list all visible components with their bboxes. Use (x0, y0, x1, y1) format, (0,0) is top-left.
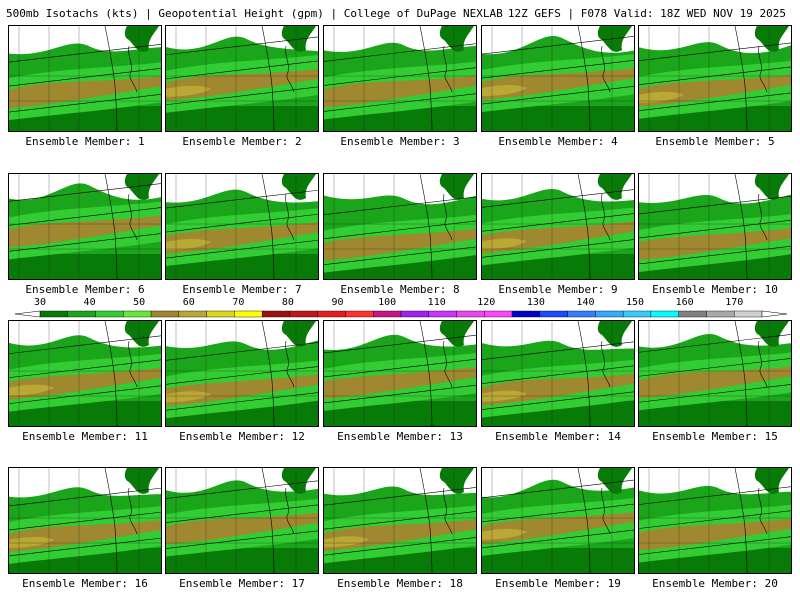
legend-tick-label: 110 (427, 297, 446, 308)
legend-tick-label: 50 (133, 297, 146, 308)
legend-swatch (567, 310, 596, 318)
ensemble-map-panel (165, 320, 319, 427)
ensemble-map-panel (8, 173, 162, 280)
member-caption: Ensemble Member: 2 (182, 135, 302, 148)
legend-swatch (734, 310, 763, 318)
legend-tick-label: 130 (526, 297, 545, 308)
member-caption: Ensemble Member: 1 (25, 135, 145, 148)
ensemble-map-panel (8, 320, 162, 427)
legend-swatch (206, 310, 235, 318)
legend-swatch (511, 310, 541, 318)
ensemble-map-panel (481, 173, 635, 280)
legend-swatch (539, 310, 568, 318)
member-caption: Ensemble Member: 8 (340, 283, 460, 296)
member-caption: Ensemble Member: 15 (652, 430, 778, 443)
legend-swatch (622, 310, 652, 318)
ensemble-map-panel (165, 467, 319, 574)
color-legend (14, 310, 788, 318)
ensemble-map-panel (323, 320, 477, 427)
member-caption: Ensemble Member: 5 (655, 135, 775, 148)
member-caption: Ensemble Member: 19 (495, 577, 621, 590)
ensemble-map-panel (323, 173, 477, 280)
legend-swatch (234, 310, 263, 318)
legend-swatch (706, 310, 735, 318)
legend-swatch (95, 310, 124, 318)
legend-swatch (345, 310, 374, 318)
legend-tick-label: 140 (576, 297, 595, 308)
legend-tick-label: 60 (182, 297, 195, 308)
legend-swatch (289, 310, 318, 318)
member-caption: Ensemble Member: 16 (22, 577, 148, 590)
title-right: 12Z GEFS | F078 Valid: 18Z WED NOV 19 20… (507, 7, 786, 20)
legend-swatch (456, 310, 485, 318)
member-caption: Ensemble Member: 11 (22, 430, 148, 443)
legend-swatch (123, 310, 152, 318)
ensemble-map-panel (638, 320, 792, 427)
ensemble-map-panel (8, 25, 162, 132)
member-caption: Ensemble Member: 20 (652, 577, 778, 590)
member-caption: Ensemble Member: 4 (498, 135, 618, 148)
ensemble-map-panel (165, 25, 319, 132)
legend-swatch (178, 310, 207, 318)
ensemble-map-panel (165, 173, 319, 280)
legend-swatch (317, 310, 346, 318)
legend-arrow-right (761, 310, 788, 318)
legend-tick-label: 150 (626, 297, 645, 308)
legend-tick-label: 100 (378, 297, 397, 308)
legend-tick-label: 90 (331, 297, 344, 308)
legend-swatch (484, 310, 513, 318)
member-caption: Ensemble Member: 12 (179, 430, 305, 443)
title-left: 500mb Isotachs (kts) | Geopotential Heig… (6, 7, 503, 20)
member-caption: Ensemble Member: 10 (652, 283, 778, 296)
legend-swatch (39, 310, 68, 318)
ensemble-map-panel (323, 467, 477, 574)
legend-swatch (595, 310, 624, 318)
legend-swatch (67, 310, 96, 318)
member-caption: Ensemble Member: 6 (25, 283, 145, 296)
legend-tick-label: 160 (675, 297, 694, 308)
legend-swatch (150, 310, 180, 318)
legend-tick-label: 170 (725, 297, 744, 308)
member-caption: Ensemble Member: 3 (340, 135, 460, 148)
ensemble-map-panel (481, 25, 635, 132)
ensemble-map-panel (638, 173, 792, 280)
member-caption: Ensemble Member: 7 (182, 283, 302, 296)
legend-tick-label: 40 (83, 297, 96, 308)
legend-swatch (650, 310, 679, 318)
member-caption: Ensemble Member: 13 (337, 430, 463, 443)
member-caption: Ensemble Member: 18 (337, 577, 463, 590)
member-caption: Ensemble Member: 14 (495, 430, 621, 443)
legend-tick-label: 80 (281, 297, 294, 308)
legend-swatch (400, 310, 429, 318)
ensemble-map-panel (8, 467, 162, 574)
legend-swatch (678, 310, 707, 318)
legend-swatch (373, 310, 402, 318)
legend-swatch (428, 310, 457, 318)
ensemble-map-panel (481, 467, 635, 574)
legend-tick-label: 30 (33, 297, 47, 308)
member-caption: Ensemble Member: 17 (179, 577, 305, 590)
legend-swatch (261, 310, 291, 318)
legend-tick-label: 70 (232, 297, 245, 308)
ensemble-map-panel (638, 467, 792, 574)
ensemble-map-panel (638, 25, 792, 132)
legend-arrow-left (14, 310, 41, 318)
member-caption: Ensemble Member: 9 (498, 283, 618, 296)
ensemble-map-panel (323, 25, 477, 132)
legend-tick-label: 120 (477, 297, 496, 308)
ensemble-map-panel (481, 320, 635, 427)
